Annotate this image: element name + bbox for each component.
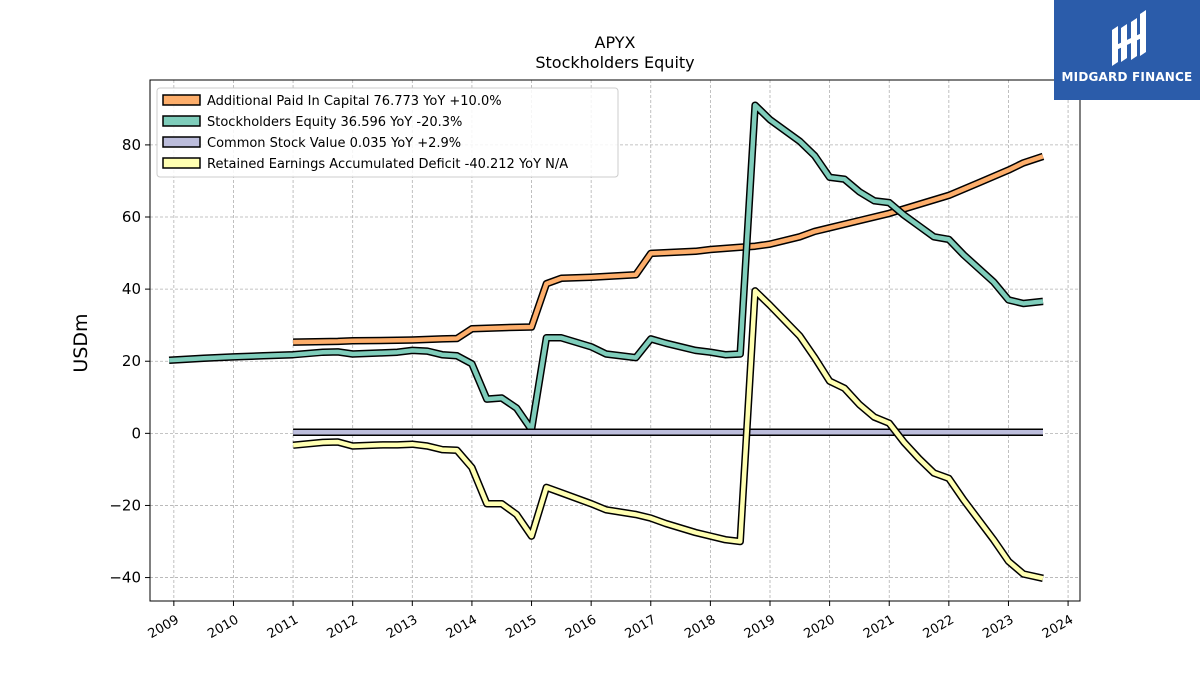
legend-label: Retained Earnings Accumulated Deficit -4… bbox=[207, 157, 568, 172]
plot-frame bbox=[149, 79, 1081, 602]
y-tick-label: 20 bbox=[122, 352, 141, 370]
x-tick-label: 2017 bbox=[623, 612, 659, 642]
legend-label: Stockholders Equity 36.596 YoY -20.3% bbox=[207, 115, 462, 130]
y-tick-label: 0 bbox=[131, 424, 141, 442]
series-line bbox=[168, 102, 1044, 432]
brand-logo: MIDGARD FINANCE bbox=[1054, 0, 1200, 100]
x-tick-label: 2013 bbox=[384, 612, 420, 642]
series-stockholders-equity bbox=[168, 101, 1044, 434]
x-tick-label: 2022 bbox=[921, 612, 957, 642]
y-axis-label: USDm bbox=[70, 313, 92, 372]
y-tick-label: 40 bbox=[122, 280, 141, 298]
x-tick-label: 2018 bbox=[682, 612, 718, 642]
legend-label: Common Stock Value 0.035 YoY +2.9% bbox=[207, 136, 461, 151]
x-axis-ticks: 2009 2010 2011 2012 2013 2014 2015 2016 2017 2018… bbox=[146, 601, 1076, 642]
legend: Additional Paid In Capital 76.773 YoY +1… bbox=[156, 87, 619, 178]
chart-title: APYX bbox=[595, 33, 636, 52]
x-tick-label: 2020 bbox=[801, 612, 837, 642]
series-line bbox=[293, 154, 1044, 345]
x-tick-label: 2024 bbox=[1040, 612, 1076, 642]
legend-swatch bbox=[162, 115, 201, 127]
series-additional-paid-in-capital bbox=[293, 152, 1045, 346]
series-line bbox=[292, 288, 1044, 581]
x-tick-label: 2009 bbox=[146, 612, 182, 642]
y-tick-label: −40 bbox=[109, 569, 141, 587]
midgard-logo-icon bbox=[1112, 10, 1146, 66]
x-tick-label: 2015 bbox=[503, 612, 539, 642]
chart-subtitle: Stockholders Equity bbox=[535, 53, 694, 72]
y-tick-label: 60 bbox=[122, 208, 141, 226]
series-outline bbox=[293, 152, 1045, 346]
x-tick-label: 2023 bbox=[980, 612, 1016, 642]
x-tick-label: 2019 bbox=[742, 612, 778, 642]
y-axis-ticks: −40 −20 0 20 40 60 80 bbox=[109, 136, 150, 587]
legend-swatch bbox=[162, 136, 201, 148]
legend-label: Additional Paid In Capital 76.773 YoY +1… bbox=[207, 94, 502, 109]
x-tick-label: 2010 bbox=[205, 612, 241, 642]
x-tick-label: 2014 bbox=[444, 612, 480, 642]
legend-swatch bbox=[162, 157, 201, 169]
x-tick-label: 2012 bbox=[325, 612, 361, 642]
series-lines bbox=[168, 101, 1045, 582]
x-tick-label: 2021 bbox=[861, 612, 897, 642]
legend-swatch bbox=[162, 94, 201, 106]
x-tick-label: 2011 bbox=[265, 612, 301, 642]
x-tick-label: 2016 bbox=[563, 612, 599, 642]
y-tick-label: 80 bbox=[122, 136, 141, 154]
y-tick-label: −20 bbox=[109, 496, 141, 514]
brand-name: MIDGARD FINANCE bbox=[1061, 70, 1193, 84]
legend-box bbox=[156, 87, 619, 178]
series-retained-earnings-accumulated-deficit bbox=[292, 287, 1044, 582]
